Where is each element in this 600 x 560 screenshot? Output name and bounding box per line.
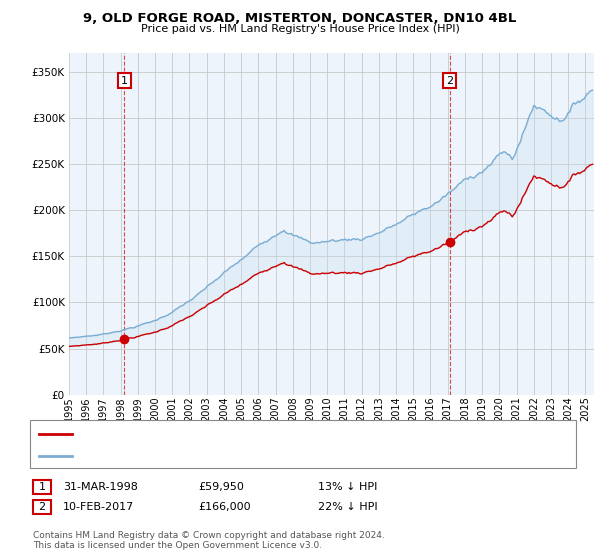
Text: 13% ↓ HPI: 13% ↓ HPI: [318, 482, 377, 492]
Text: HPI: Average price, detached house, Bassetlaw: HPI: Average price, detached house, Bass…: [75, 451, 305, 461]
Text: £166,000: £166,000: [198, 502, 251, 512]
Text: Price paid vs. HM Land Registry's House Price Index (HPI): Price paid vs. HM Land Registry's House …: [140, 24, 460, 34]
Text: 31-MAR-1998: 31-MAR-1998: [63, 482, 138, 492]
Text: 1: 1: [38, 482, 46, 492]
Text: 22% ↓ HPI: 22% ↓ HPI: [318, 502, 377, 512]
Text: 10-FEB-2017: 10-FEB-2017: [63, 502, 134, 512]
Text: Contains HM Land Registry data © Crown copyright and database right 2024.
This d: Contains HM Land Registry data © Crown c…: [33, 531, 385, 550]
Text: 1: 1: [121, 76, 128, 86]
Text: £59,950: £59,950: [198, 482, 244, 492]
Text: 2: 2: [446, 76, 454, 86]
Text: 9, OLD FORGE ROAD, MISTERTON, DONCASTER, DN10 4BL (detached house): 9, OLD FORGE ROAD, MISTERTON, DONCASTER,…: [75, 430, 451, 439]
Text: 2: 2: [38, 502, 46, 512]
Text: 9, OLD FORGE ROAD, MISTERTON, DONCASTER, DN10 4BL: 9, OLD FORGE ROAD, MISTERTON, DONCASTER,…: [83, 12, 517, 25]
